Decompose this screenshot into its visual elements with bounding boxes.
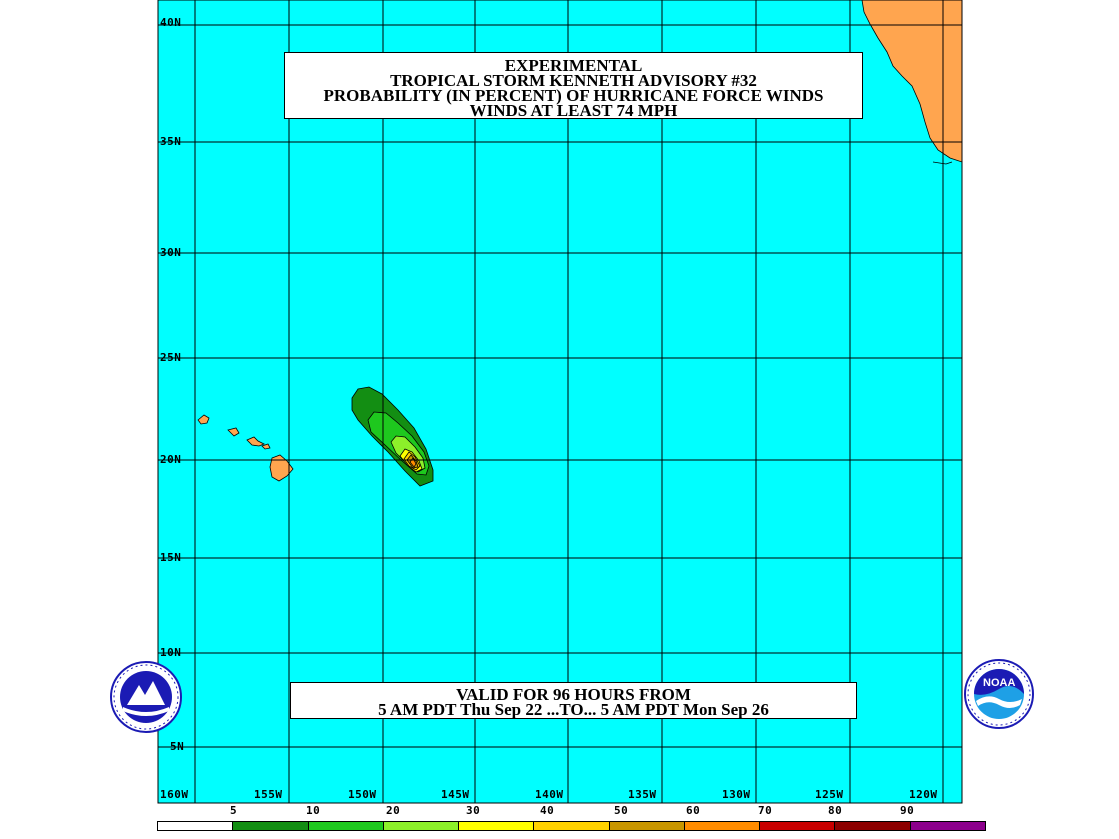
title-line-3: PROBABILITY (IN PERCENT) OF HURRICANE FO… — [323, 86, 824, 105]
lat-label: 25N — [160, 351, 182, 364]
noaa-logo-text: NOAA — [983, 677, 1016, 689]
lat-label: 30N — [160, 246, 182, 259]
title-line-4: WINDS AT LEAST 74 MPH — [469, 101, 678, 120]
lat-label: 10N — [160, 646, 182, 659]
title-line-1: EXPERIMENTAL — [504, 56, 643, 75]
legend-label: 50 — [614, 804, 629, 817]
legend-swatch — [459, 822, 535, 830]
legend-swatch — [684, 822, 761, 830]
california-land — [861, 0, 963, 163]
legend-label: 60 — [686, 804, 701, 817]
lon-label: 145W — [441, 788, 470, 801]
legend-swatch — [383, 822, 460, 830]
lat-lon-grid — [158, 0, 962, 803]
legend-swatch — [760, 822, 836, 830]
ocean-area — [158, 0, 962, 803]
lon-label: 140W — [535, 788, 564, 801]
legend-label: 70 — [758, 804, 773, 817]
legend-label: 40 — [540, 804, 555, 817]
lat-label: 40N — [160, 16, 182, 29]
legend-swatch — [308, 822, 384, 830]
nws-logo-icon — [110, 661, 182, 733]
lat-label: 20N — [160, 453, 182, 466]
lat-label: 35N — [160, 135, 182, 148]
hawaii-islands — [197, 414, 294, 482]
lon-label: 120W — [909, 788, 938, 801]
lon-label: 135W — [628, 788, 657, 801]
title-box: EXPERIMENTAL TROPICAL STORM KENNETH ADVI… — [284, 52, 863, 119]
legend-swatch — [233, 822, 309, 830]
legend-swatch — [910, 822, 985, 830]
title-line-2: TROPICAL STORM KENNETH ADVISORY #32 — [390, 71, 757, 90]
valid-line-1: VALID FOR 96 HOURS FROM — [456, 685, 691, 704]
legend-label: 5 — [230, 804, 238, 817]
legend-swatch — [534, 822, 610, 830]
lon-label: 130W — [722, 788, 751, 801]
lat-label: 15N — [160, 551, 182, 564]
legend-label: 20 — [386, 804, 401, 817]
lon-label: 150W — [348, 788, 377, 801]
legend-label: 30 — [466, 804, 481, 817]
legend-swatch — [835, 822, 911, 830]
legend-label: 90 — [900, 804, 915, 817]
legend-label: 80 — [828, 804, 843, 817]
lon-label: 125W — [815, 788, 844, 801]
lon-label: 155W — [254, 788, 283, 801]
lon-label: 160W — [160, 788, 189, 801]
legend-color-bar — [157, 821, 986, 831]
legend-label: 10 — [306, 804, 321, 817]
noaa-logo-icon — [964, 659, 1034, 729]
lat-label: 5N — [170, 740, 185, 753]
valid-period-box: VALID FOR 96 HOURS FROM 5 AM PDT Thu Sep… — [290, 682, 857, 719]
legend-swatch — [158, 822, 234, 830]
valid-line-2: 5 AM PDT Thu Sep 22 ...TO... 5 AM PDT Mo… — [378, 700, 769, 719]
legend-swatch — [609, 822, 685, 830]
